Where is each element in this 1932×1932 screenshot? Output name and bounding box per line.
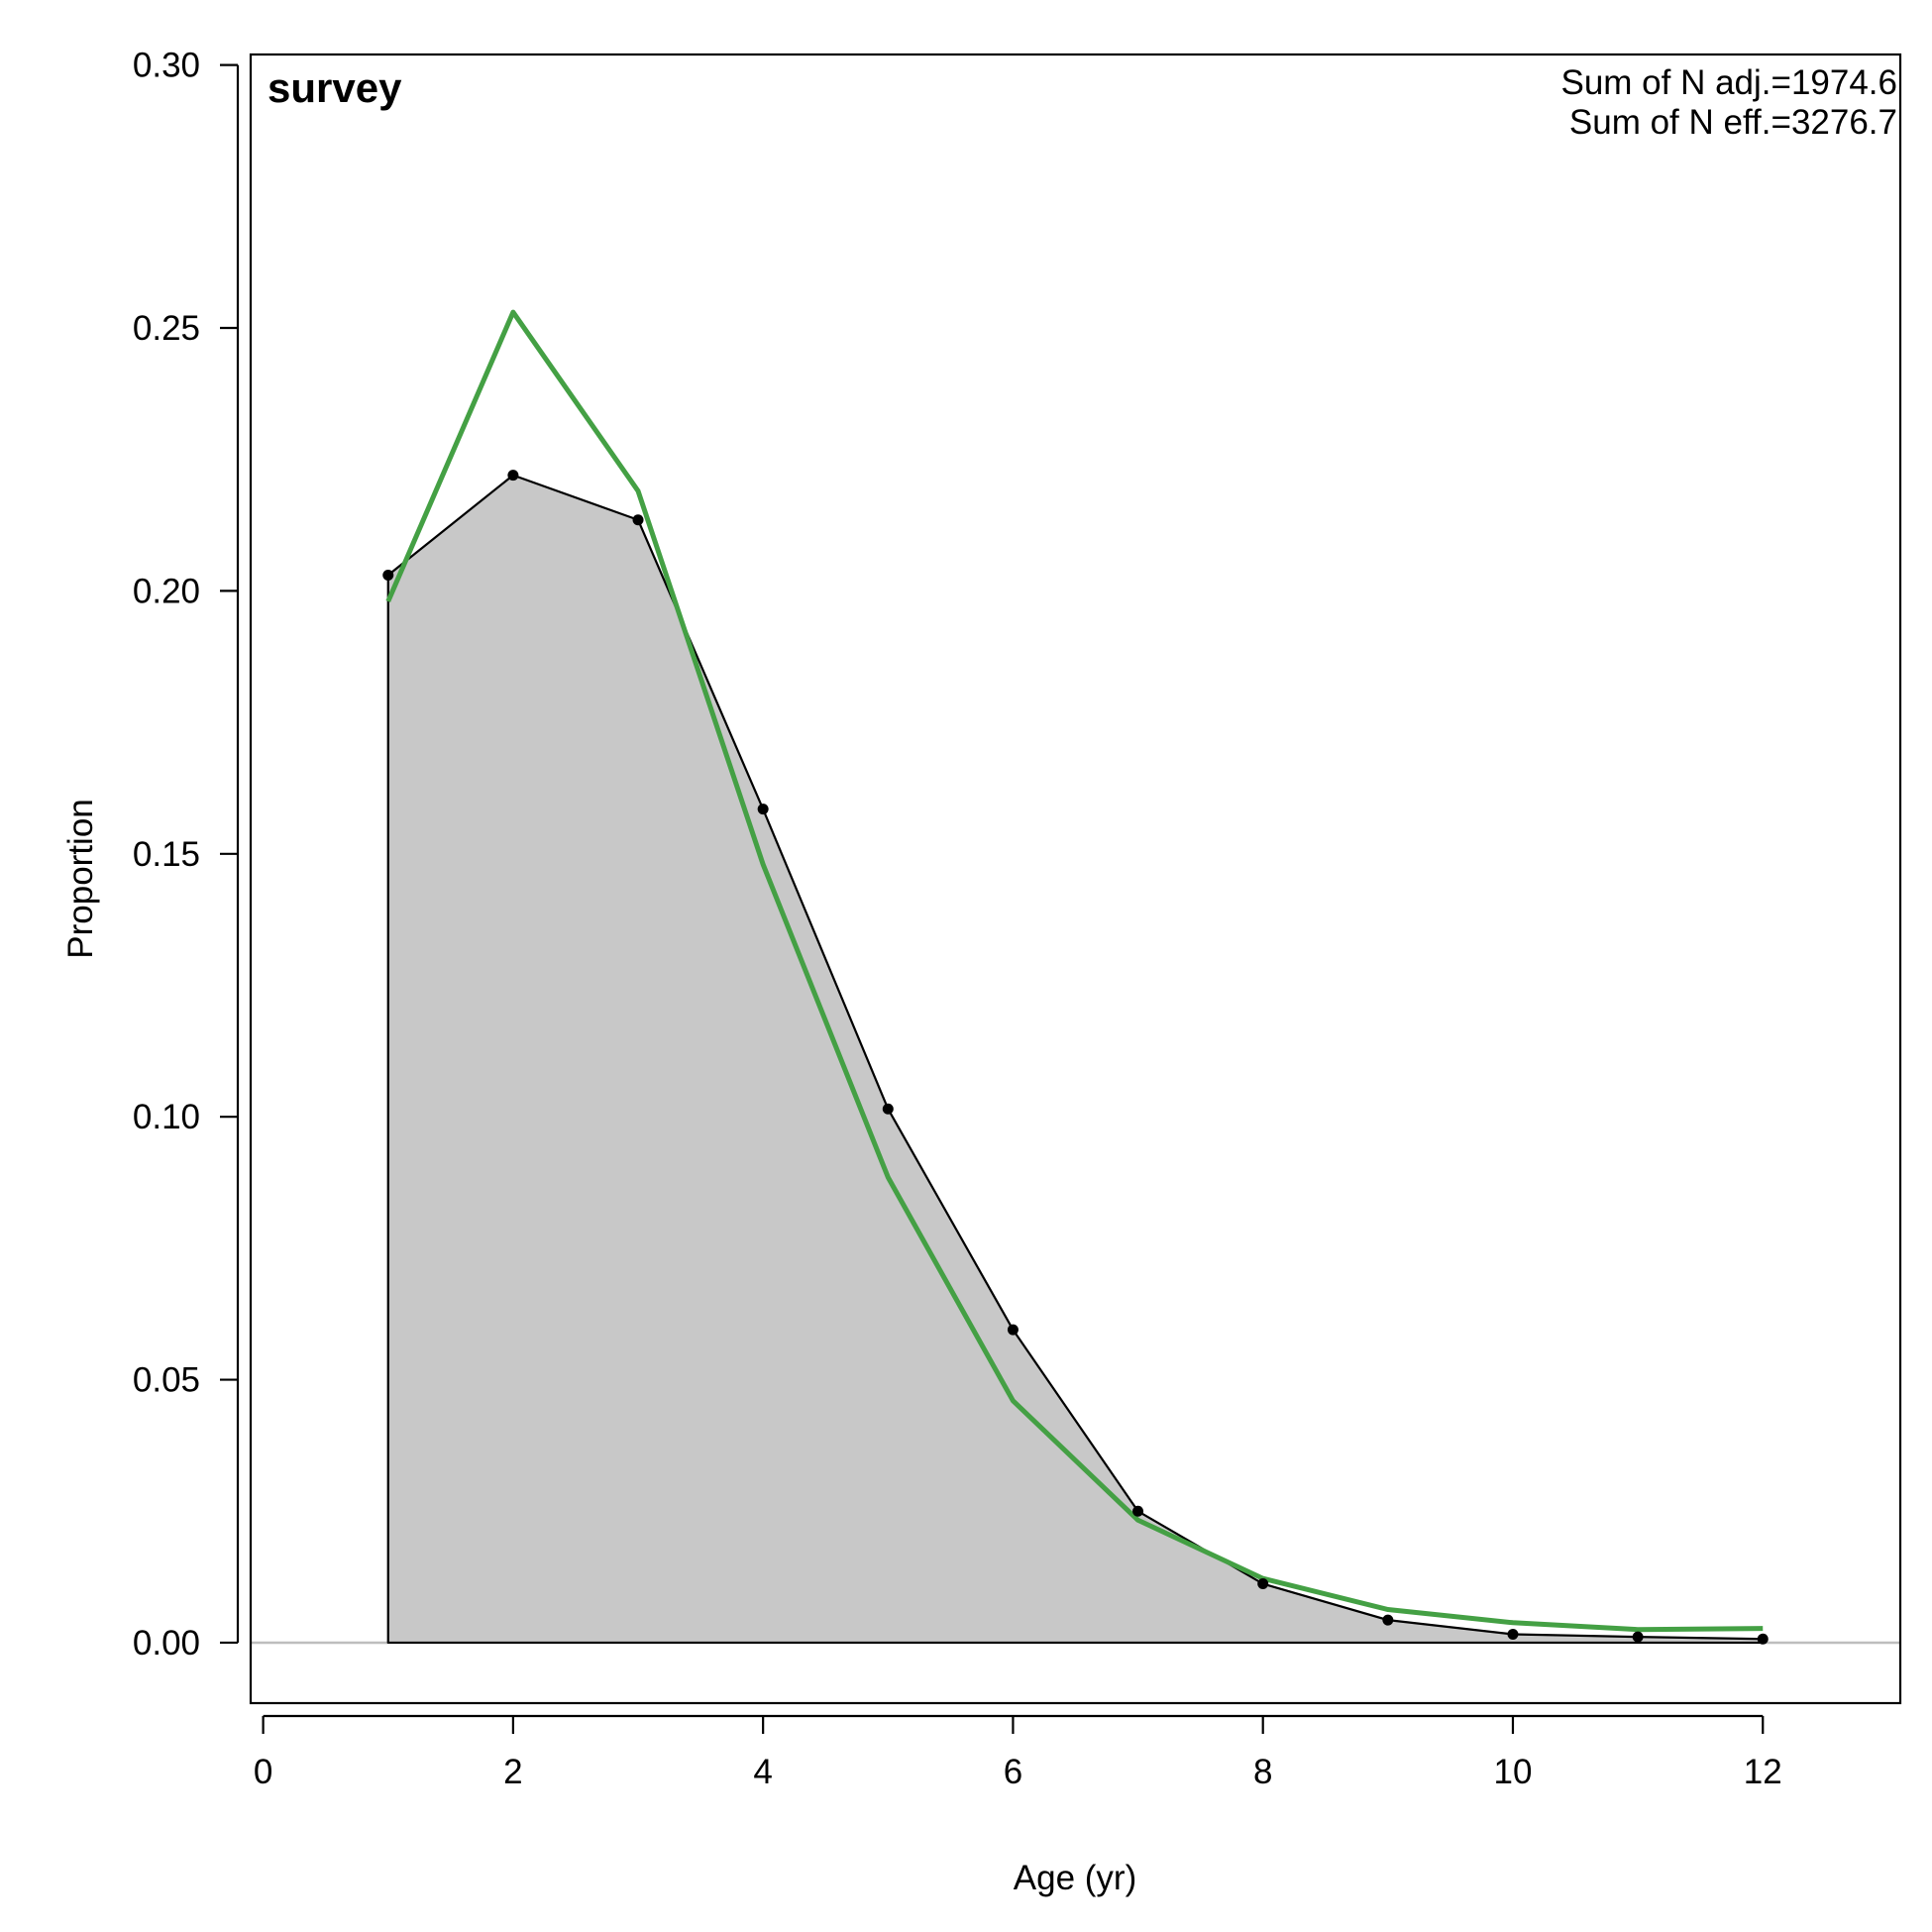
expected-line (385, 309, 1764, 1633)
y-tick-label: 0.10 (133, 1098, 200, 1136)
x-tick-label: 4 (753, 1753, 772, 1791)
y-tick-label: 0.00 (133, 1624, 200, 1663)
plot-frame (249, 53, 1902, 1705)
y-tick-label: 0.30 (133, 47, 200, 85)
observed-point (1757, 1633, 1769, 1645)
x-tick-label: 6 (1004, 1753, 1022, 1791)
observed-point (1007, 1324, 1019, 1336)
annotation-n-eff: Sum of N eff.=3276.7 (1569, 103, 1897, 142)
observed-point (1257, 1578, 1269, 1590)
axes: 0 2 4 6 8 10 12 0.00 0.05 0.10 0.15 0.20 0.25 0.30 (133, 47, 1782, 1791)
x-tick-label: 0 (254, 1753, 272, 1791)
observed-point (882, 1103, 894, 1115)
annotation-n-adj: Sum of N adj.=1974.6 (1560, 63, 1897, 102)
y-tick-label: 0.05 (133, 1361, 200, 1400)
x-tick-label: 8 (1253, 1753, 1272, 1791)
observed-point (507, 470, 519, 482)
y-tick-label: 0.20 (133, 572, 200, 610)
observed-point (1382, 1614, 1394, 1626)
y-tick-label: 0.15 (133, 835, 200, 874)
observed-point (1132, 1505, 1144, 1517)
x-tick-label: 10 (1494, 1753, 1533, 1791)
observed-point (757, 804, 769, 815)
x-tick-label: 12 (1744, 1753, 1782, 1791)
observed-point (1632, 1631, 1644, 1643)
y-axis-label: Proportion (61, 799, 100, 958)
chart-marks (251, 309, 1900, 1645)
observed-point (382, 569, 394, 581)
x-axis-label: Age (yr) (1014, 1859, 1136, 1897)
panel-title: survey (268, 64, 402, 111)
x-tick-label: 2 (503, 1753, 522, 1791)
observed-point (1507, 1628, 1519, 1640)
y-tick-label: 0.25 (133, 309, 200, 348)
observed-point (632, 514, 644, 526)
